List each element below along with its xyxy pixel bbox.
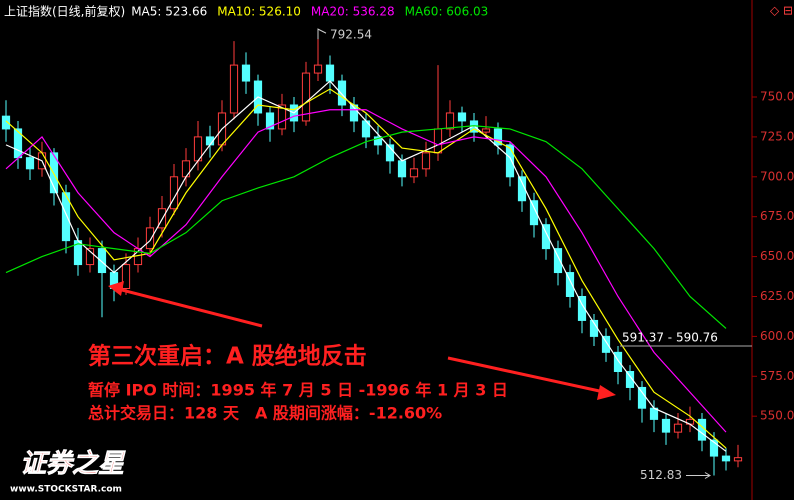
- legend-entry: MA60: 606.03: [405, 5, 489, 19]
- candle-body: [553, 248, 563, 274]
- header-icons: ◇ ⊟: [770, 4, 793, 18]
- candle-body: [85, 248, 95, 266]
- candle-body: [373, 136, 383, 146]
- candle-body: [337, 80, 347, 106]
- candle-body: [97, 248, 107, 274]
- ma-line: [5, 88, 727, 449]
- candle-body: [457, 112, 467, 122]
- candle-body: [565, 272, 575, 297]
- candle-body: [25, 157, 35, 170]
- legend-entry: MA20: 536.28: [311, 5, 395, 19]
- watermark: 证券之星: [20, 449, 126, 478]
- candle-body: [241, 64, 251, 82]
- candle-body: [493, 128, 503, 146]
- candle-body: [229, 64, 239, 114]
- candle-body: [625, 371, 635, 388]
- header: 上证指数(日线,前复权) MA5: 523.66 MA10: 526.10 MA20…: [4, 4, 488, 19]
- y-tick-label: 725.00: [760, 129, 794, 143]
- annotation-pointer: [317, 28, 327, 40]
- ma-line: [5, 125, 727, 329]
- candle-body: [397, 160, 407, 178]
- candle-body: [433, 128, 443, 154]
- arrow: [447, 356, 616, 400]
- candle-body: [313, 64, 323, 74]
- y-tick-label: 750.00: [760, 90, 794, 104]
- candle-body: [49, 152, 59, 194]
- low-label: 512.83: [640, 468, 682, 482]
- ma-line: [5, 80, 727, 452]
- ma-line: [5, 109, 727, 433]
- arrow: [108, 281, 263, 328]
- y-tick-label: 600.00: [760, 329, 794, 343]
- candle-body: [541, 224, 551, 250]
- candle-body: [661, 418, 671, 433]
- note: 总计交易日：128 天 A 股期间涨幅：-12.60%: [88, 404, 442, 423]
- range-label: 591.37 - 590.76: [622, 331, 718, 345]
- candle-body: [637, 386, 647, 409]
- candle-body: [445, 112, 455, 130]
- candle-body: [721, 455, 731, 462]
- candle-body: [709, 439, 719, 457]
- candle-body: [301, 72, 311, 122]
- y-tick-label: 550.00: [760, 409, 794, 423]
- candle-body: [325, 64, 335, 82]
- candle-body: [1, 115, 11, 130]
- candle-body: [601, 335, 611, 353]
- candle-body: [673, 423, 683, 433]
- note: 暂停 IPO 时间：1995 年 7 月 5 日 -1996 年 1 月 3 日: [88, 381, 508, 400]
- legend-entry: MA5: 523.66: [131, 5, 207, 19]
- candle-body: [613, 351, 623, 372]
- legend-entry: MA10: 526.10: [217, 5, 301, 19]
- candle-body: [265, 112, 275, 130]
- candle-body: [421, 152, 431, 170]
- candle-body: [121, 264, 131, 290]
- chart-title: 上证指数(日线,前复权): [4, 4, 125, 19]
- y-tick-label: 575.00: [760, 369, 794, 383]
- candle-body: [577, 295, 587, 321]
- candle-body: [61, 192, 71, 242]
- y-tick-label: 625.00: [760, 289, 794, 303]
- watermark-url: www.STOCKSTAR.com: [10, 485, 122, 495]
- high-label: 792.54: [330, 28, 372, 42]
- y-tick-label: 700.00: [760, 169, 794, 183]
- plot: 550.00 575.00 600.00 625.00 650.00 675.00 700.…: [1, 28, 794, 482]
- candle-body: [505, 144, 515, 178]
- candle-body: [529, 200, 539, 226]
- headline: 第三次重启：A 股绝地反击: [88, 343, 367, 370]
- candle-body: [409, 168, 419, 178]
- y-tick-label: 650.00: [760, 249, 794, 263]
- candle-body: [733, 457, 743, 462]
- annotation-pointer: [704, 472, 711, 479]
- candle-body: [277, 104, 287, 130]
- y-tick-label: 675.00: [760, 209, 794, 223]
- candle-body: [145, 227, 155, 250]
- candle-body: [385, 144, 395, 162]
- candle-body: [481, 128, 491, 133]
